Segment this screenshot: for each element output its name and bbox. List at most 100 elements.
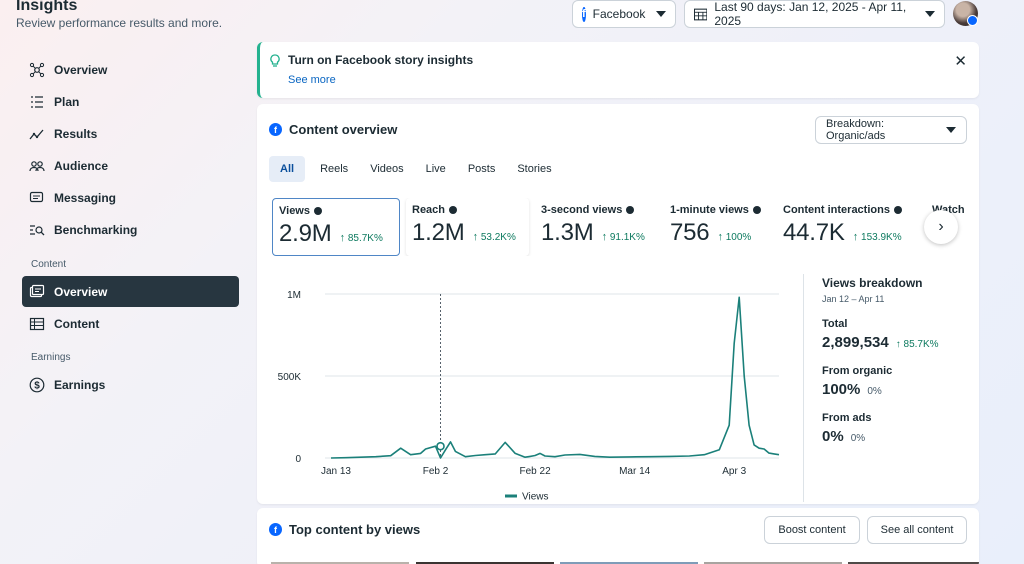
organic-value: 100%: [822, 381, 861, 398]
nodes-icon: [29, 62, 45, 78]
metric-value: 1.3M: [541, 219, 594, 246]
content-thumbnail[interactable]: [848, 562, 979, 564]
info-icon[interactable]: [449, 206, 458, 214]
facebook-icon: f: [269, 523, 282, 536]
arrow-up-icon: ↑: [339, 232, 346, 244]
date-range-dropdown[interactable]: Last 90 days: Jan 12, 2025 - Apr 11, 202…: [684, 0, 945, 28]
tab-live[interactable]: Live: [425, 163, 446, 175]
y-tick-label: 500K: [278, 372, 302, 383]
content-thumbnail[interactable]: [416, 562, 554, 564]
metrics-row: Views 2.9M ↑ 85.7K% Reach 1.2M ↑ 53.2K% 3-…: [272, 198, 969, 256]
metric-label: 1-minute views: [670, 204, 749, 216]
content-thumbnail[interactable]: [271, 562, 409, 564]
sidebar-item-label: Plan: [54, 94, 80, 109]
total-change: ↑ 85.7K%: [895, 339, 939, 350]
page-subtitle: Review performance results and more.: [16, 16, 223, 30]
sidebar-item-audience[interactable]: Audience: [22, 150, 239, 181]
see-all-content-button[interactable]: See all content: [867, 516, 967, 544]
breakdown-dropdown[interactable]: Breakdown: Organic/ads: [815, 116, 967, 144]
metric-reach[interactable]: Reach 1.2M ↑ 53.2K%: [406, 198, 529, 256]
info-icon[interactable]: [893, 206, 902, 214]
sidebar-item-benchmarking[interactable]: Benchmarking: [22, 214, 239, 245]
metric-label: Views: [279, 205, 310, 217]
content-thumbnail[interactable]: [704, 562, 842, 564]
y-tick-label: 1M: [287, 290, 301, 301]
organic-change: 0%: [867, 386, 882, 397]
sidebar-item-messaging[interactable]: Messaging: [22, 182, 239, 213]
tab-posts[interactable]: Posts: [467, 163, 496, 175]
lightbulb-icon: [270, 54, 280, 67]
metric-views[interactable]: Views 2.9M ↑ 85.7K%: [272, 198, 400, 256]
tab-reels[interactable]: Reels: [320, 163, 349, 175]
metric-1-minute-views[interactable]: 1-minute views 756 ↑ 100%: [664, 198, 774, 256]
y-tick-label: 0: [295, 454, 301, 465]
chevron-right-icon[interactable]: ›: [924, 210, 958, 244]
sidebar-item-label: Overview: [54, 284, 108, 299]
arrow-up-icon: ↑: [472, 231, 479, 243]
info-icon[interactable]: [626, 206, 635, 214]
ads-value: 0%: [822, 428, 844, 445]
ads-change: 0%: [850, 433, 866, 444]
content-overview-card: f Content overview Breakdown: Organic/ad…: [257, 104, 979, 504]
arrow-up-icon: ↑: [895, 339, 901, 350]
sidebar-item-label: Overview: [54, 62, 108, 77]
dollar-icon: $: [29, 377, 45, 393]
sidebar-item-content[interactable]: Content: [22, 308, 239, 339]
total-label: Total: [822, 318, 848, 330]
sidebar-item-content-overview[interactable]: Overview: [22, 276, 239, 307]
divider: [803, 274, 804, 502]
metric-change: ↑ 85.7K%: [339, 232, 383, 244]
sidebar-item-results[interactable]: Results: [22, 118, 239, 149]
views-series-line: [330, 296, 780, 459]
metric-content-interactions[interactable]: Content interactions 44.7K ↑ 153.9K%: [777, 198, 923, 256]
trend-icon: [29, 126, 45, 142]
breakdown-label: Breakdown: Organic/ads: [826, 118, 886, 142]
sidebar-item-label: Audience: [54, 158, 109, 173]
boost-content-button[interactable]: Boost content: [764, 516, 860, 544]
info-icon[interactable]: [752, 206, 761, 214]
tab-videos[interactable]: Videos: [370, 163, 404, 175]
x-tick-label: Jan 13: [321, 466, 351, 477]
tab-stories[interactable]: Stories: [517, 163, 552, 175]
page-title: Insights: [16, 0, 78, 14]
chevron-down-icon: [925, 11, 935, 17]
chat-icon: [29, 190, 45, 206]
list-icon: [29, 94, 45, 110]
sidebar-item-overview[interactable]: Overview: [22, 54, 239, 85]
metric-label: Reach: [412, 204, 446, 216]
facebook-icon: f: [269, 123, 282, 136]
total-value: 2,899,534: [822, 334, 889, 351]
sidebar-item-earnings[interactable]: $ Earnings: [22, 369, 239, 400]
metric-label: 3-second views: [541, 204, 623, 216]
benchmark-icon: [29, 222, 45, 238]
date-range-label: Last 90 days: Jan 12, 2025 - Apr 11, 202…: [714, 0, 907, 28]
banner-title: Turn on Facebook story insights: [288, 53, 474, 67]
facebook-badge-icon: [967, 15, 978, 26]
sidebar-item-plan[interactable]: Plan: [22, 86, 239, 117]
tab-all[interactable]: All: [269, 156, 306, 182]
content-thumbnails: [257, 562, 979, 564]
views-breakdown-panel: Views breakdown Jan 12 – Apr 11 Total 2,…: [822, 276, 972, 445]
info-icon[interactable]: [314, 207, 322, 215]
metric-value: 756: [670, 219, 710, 246]
see-more-link[interactable]: See more: [288, 74, 336, 86]
metric-change: ↑ 91.1K%: [601, 231, 645, 243]
sidebar-item-label: Messaging: [54, 190, 117, 205]
calendar-icon: [694, 8, 708, 20]
close-icon[interactable]: ✕: [954, 53, 967, 70]
platform-dropdown[interactable]: f Facebook: [572, 0, 676, 28]
content-overview-header: f Content overview: [269, 122, 397, 137]
metric-3-second-views[interactable]: 3-second views 1.3M ↑ 91.1K%: [535, 198, 660, 256]
x-tick-label: Mar 14: [619, 466, 651, 477]
organic-label: From organic: [822, 365, 893, 377]
arrow-up-icon: ↑: [717, 231, 723, 243]
top-content-card: f Top content by views Boost content See…: [257, 508, 979, 564]
earnings-section-label: Earnings: [31, 352, 71, 363]
content-thumbnail[interactable]: [560, 562, 698, 564]
breakdown-range: Jan 12 – Apr 11: [822, 294, 885, 304]
x-tick-label: Feb 22: [520, 466, 552, 477]
metric-change: ↑ 53.2K%: [472, 231, 516, 243]
chevron-down-icon: [656, 11, 667, 17]
hover-marker-point: [436, 441, 445, 451]
media-icon: [29, 284, 45, 300]
